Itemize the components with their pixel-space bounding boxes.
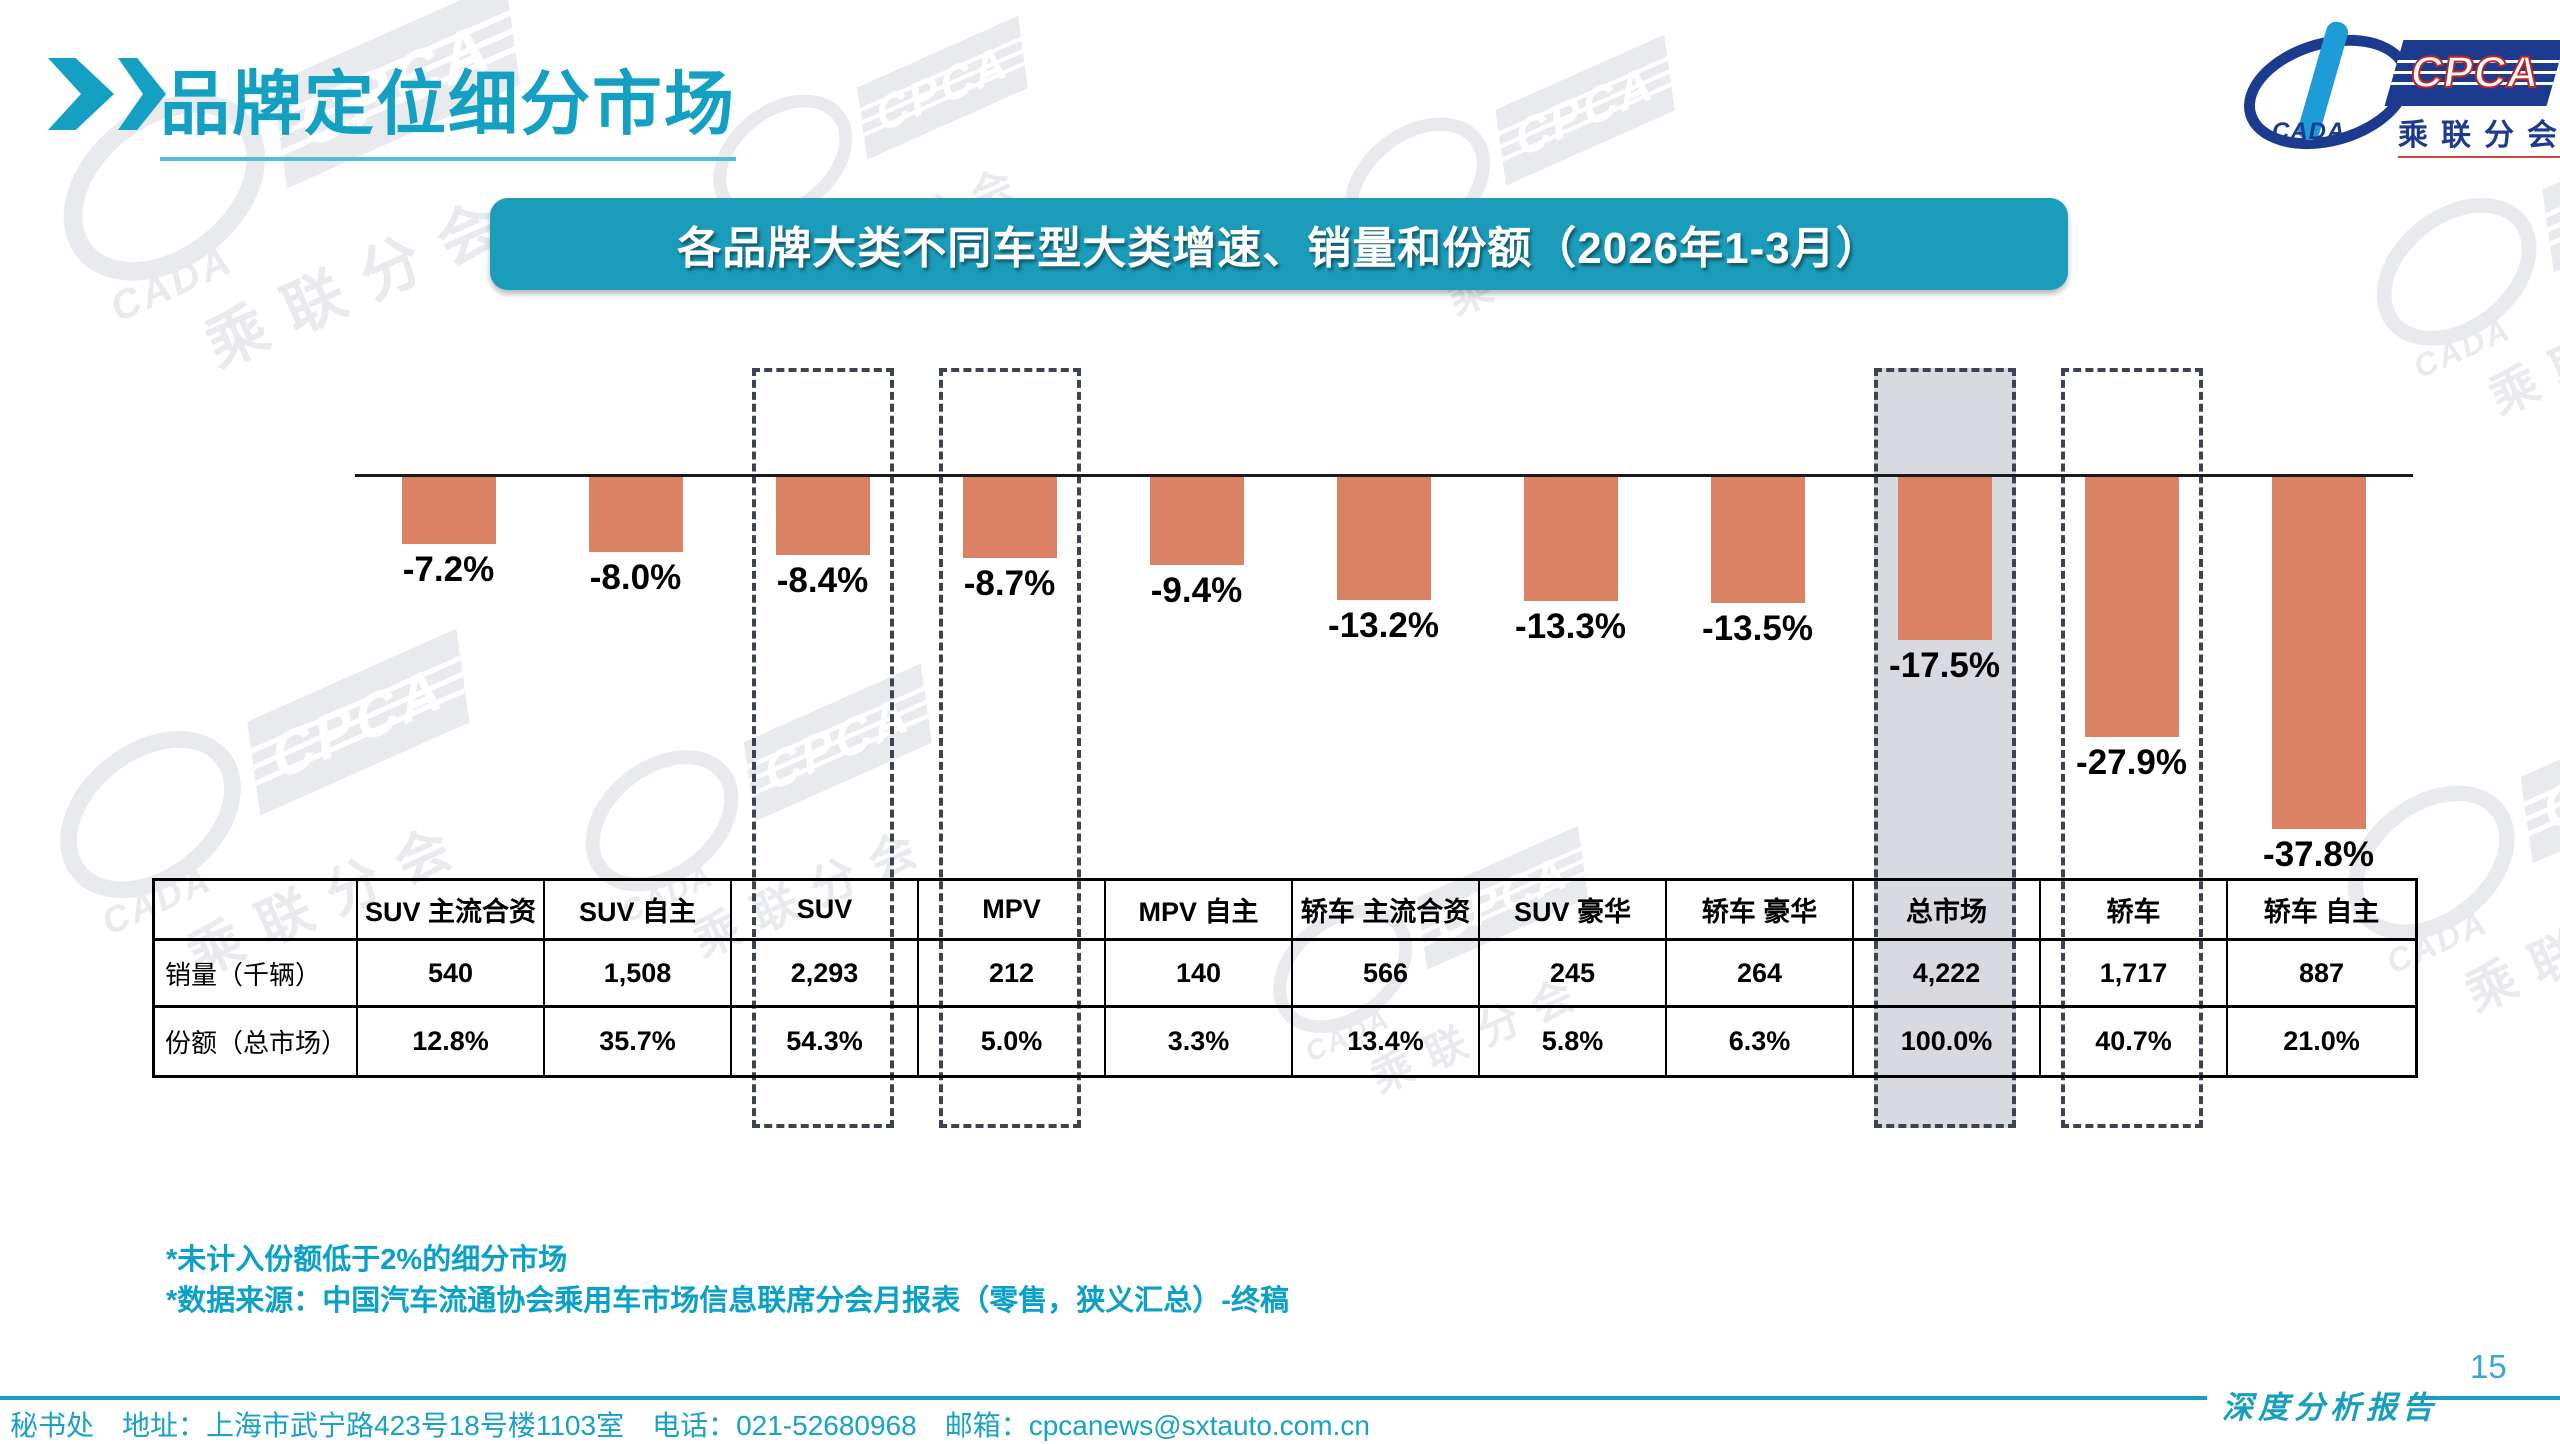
- table-cell: 2,293: [732, 941, 919, 1008]
- chart-title-banner: 各品牌大类不同车型大类增速、销量和份额（2026年1-3月）: [490, 198, 2068, 290]
- table-cell: 40.7%: [2041, 1008, 2228, 1075]
- chevron-icon: [48, 58, 114, 130]
- bar-value-label: -9.4%: [1150, 571, 1243, 610]
- table-cell: 4,222: [1854, 941, 2041, 1008]
- table-header-cell: 轿车 自主: [2228, 881, 2415, 941]
- footer-address: 秘书处 地址：上海市武宁路423号18号楼1103室 电话：021-526809…: [10, 1410, 1370, 1441]
- table-cell: 5.8%: [1480, 1008, 1667, 1075]
- table-cell: 566: [1293, 941, 1480, 1008]
- footnotes: *未计入份额低于2%的细分市场 *数据来源：中国汽车流通协会乘用车市场信息联席分…: [166, 1240, 1289, 1322]
- cada-logo-text: CADA: [2272, 118, 2346, 145]
- table-header-cell: SUV 豪华: [1480, 881, 1667, 941]
- table-header-cell: SUV 主流合资: [358, 881, 545, 941]
- report-series-label: 深度分析报告: [2222, 1390, 2438, 1426]
- table-header-cell: MPV 自主: [1106, 881, 1293, 941]
- table-cell: 540: [358, 941, 545, 1008]
- bar-value-label: -37.8%: [2263, 835, 2374, 874]
- table-cell: 6.3%: [1667, 1008, 1854, 1075]
- table-header-cell: 总市场: [1854, 881, 2041, 941]
- dashed-highlight-box-轿车: [2060, 368, 2203, 1128]
- dashed-highlight-box-MPV: [938, 368, 1081, 1128]
- table-header-cell: 轿车 主流合资: [1293, 881, 1480, 941]
- cpca-logo-subtitle: 乘联分会: [2398, 110, 2560, 158]
- table-cell: 1,508: [545, 941, 732, 1008]
- footnote: *未计入份额低于2%的细分市场: [166, 1244, 568, 1276]
- bar-value-label: -8.7%: [963, 564, 1056, 603]
- table-cell: 5.0%: [919, 1008, 1106, 1075]
- table-row-label: 销量（千辆）: [155, 941, 358, 1008]
- chart-bar-SUV 自主: [588, 477, 683, 552]
- table-cell: 100.0%: [1854, 1008, 2041, 1075]
- table-row-label: 份额（总市场）: [155, 1008, 358, 1075]
- chart-bar-轿车 豪华: [1710, 477, 1805, 603]
- bar-value-label: -13.3%: [1515, 607, 1626, 646]
- table-cell: 887: [2228, 941, 2415, 1008]
- cpca-logo: CADA CPCA 乘联分会: [2230, 16, 2560, 168]
- table-cell: 54.3%: [732, 1008, 919, 1075]
- chart-bar-总市场: [1897, 477, 1992, 640]
- chart-bar-SUV: [775, 477, 870, 555]
- page-header: 品牌定位细分市场 CADA CPCA 乘联分会: [0, 0, 2560, 168]
- footer-divider: [2410, 1396, 2560, 1400]
- table-cell: 3.3%: [1106, 1008, 1293, 1075]
- x-axis-line: [355, 474, 2413, 477]
- data-table: SUV 主流合资 SUV 自主 SUV MPV MPV 自主 轿车 主流合资 SUV 豪华轿…: [152, 878, 2418, 1078]
- bar-value-label: -27.9%: [2076, 743, 2187, 782]
- table-header-cell: 轿车: [2041, 881, 2228, 941]
- table-header-cell: SUV: [732, 881, 919, 941]
- bar-value-label: -13.5%: [1702, 609, 1813, 648]
- footer-divider: [0, 1396, 2207, 1400]
- table-cell: 21.0%: [2283, 1026, 2360, 1056]
- table-cell: 1,717: [2041, 941, 2228, 1008]
- chart-bar-轿车: [2084, 477, 2179, 737]
- page-number: 15: [2470, 1348, 2507, 1385]
- cpca-logo-flag: CPCA: [2384, 40, 2560, 106]
- table-cell: 245: [1480, 941, 1667, 1008]
- bar-value-label: -13.2%: [1328, 606, 1439, 645]
- table-cell: 264: [1667, 941, 1854, 1008]
- table-cell: 12.8%: [358, 1008, 545, 1075]
- chart-bar-MPV: [962, 477, 1057, 558]
- double-chevron-icon: [48, 58, 166, 130]
- cpca-logo-text: CPCA: [2406, 47, 2544, 98]
- chart-bar-MPV 自主: [1149, 477, 1244, 565]
- table-cell: 212: [919, 941, 1106, 1008]
- chart-bar-SUV 豪华: [1523, 477, 1618, 601]
- bar-value-label: -7.2%: [402, 550, 495, 589]
- bar-value-label: -8.4%: [776, 561, 869, 600]
- chart-bar-轿车 自主: [2271, 477, 2366, 829]
- table-cell: 35.7%: [545, 1008, 732, 1075]
- table-header-cell: SUV 自主: [545, 881, 732, 941]
- chart-bar-轿车 主流合资: [1336, 477, 1431, 600]
- table-cell: 140: [1106, 941, 1293, 1008]
- table-header-cell: MPV: [919, 881, 1106, 941]
- chevron-icon: [118, 58, 166, 130]
- table-cell: 13.4%: [1293, 1008, 1480, 1075]
- chart-title: 各品牌大类不同车型大类增速、销量和份额（2026年1-3月）: [677, 224, 1881, 273]
- table-corner-cell: [155, 881, 358, 941]
- bar-value-label: -8.0%: [589, 558, 682, 597]
- chart-bar-SUV 主流合资: [401, 477, 496, 544]
- table-header-cell: 轿车 豪华: [1667, 881, 1854, 941]
- bar-value-label: -17.5%: [1889, 646, 2000, 685]
- footnote: *数据来源：中国汽车流通协会乘用车市场信息联席分会月报表（零售，狭义汇总）-终稿: [166, 1285, 1289, 1317]
- page-title: 品牌定位细分市场: [160, 48, 736, 161]
